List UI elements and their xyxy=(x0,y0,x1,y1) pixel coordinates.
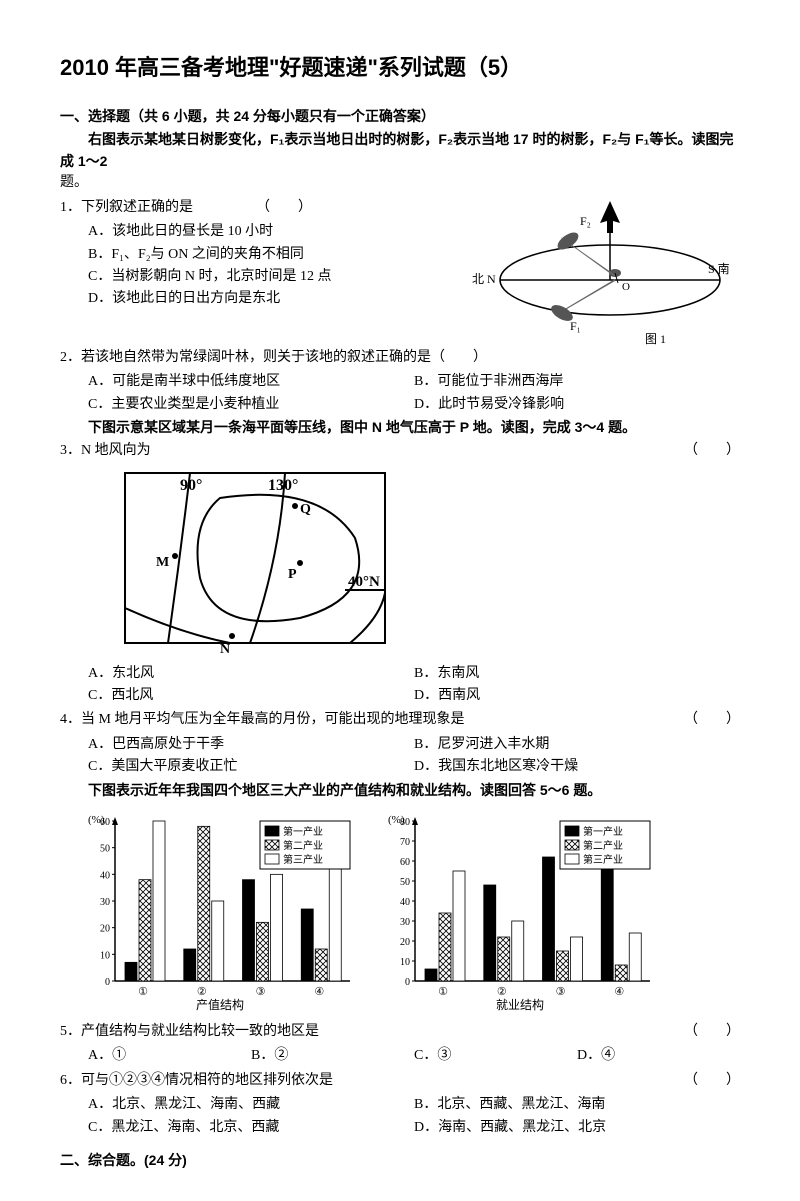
svg-text:(%): (%) xyxy=(88,814,105,826)
question-1: 1．下列叙述正确的是 （ ） xyxy=(60,197,460,219)
intro-1-2b: 题。 xyxy=(60,172,740,194)
paren: （ ） xyxy=(684,709,740,731)
intro-3-4: 下图示意某区域某月一条海平面等压线，图中 N 地气压高于 P 地。读图，完成 3… xyxy=(60,416,740,438)
q1-opt-d: D．该地此日的日出方向是东北 xyxy=(88,288,460,310)
page-title: 2010 年高三备考地理"好题速递"系列试题（5） xyxy=(60,50,740,85)
fig1-north: 北 N xyxy=(472,272,496,286)
svg-text:20: 20 xyxy=(100,924,110,935)
q3-opt-d: D．西南风 xyxy=(414,685,740,707)
svg-text:0: 0 xyxy=(405,977,410,988)
question-3: 3．N 地风向为 （ ） xyxy=(60,440,740,462)
svg-text:40: 40 xyxy=(400,897,410,908)
svg-text:产值结构: 产值结构 xyxy=(196,997,244,1011)
question-4: 4．当 M 地月平均气压为全年最高的月份，可能出现的地理现象是 （ ） xyxy=(60,709,740,731)
q6-opt-d: D．海南、西藏、黑龙江、北京 xyxy=(414,1117,740,1139)
svg-text:②: ② xyxy=(197,986,207,998)
svg-text:0: 0 xyxy=(105,977,110,988)
svg-text:60: 60 xyxy=(400,857,410,868)
paren: （ ） xyxy=(256,200,312,215)
fig2-lon130: 130° xyxy=(268,477,298,494)
q6-opt-c: C．黑龙江、海南、北京、西藏 xyxy=(88,1117,414,1139)
q2-opt-d: D．此时节易受冷锋影响 xyxy=(414,394,740,416)
q6-opt-b: B．北京、西藏、黑龙江、海南 xyxy=(414,1094,740,1116)
q5-opt-d: D．④ xyxy=(577,1045,740,1067)
q6-opt-a: A．北京、黑龙江、海南、西藏 xyxy=(88,1094,414,1116)
chart-output-structure: 0102030405060(%)①②③④产值结构第一产业第二产业第三产业 xyxy=(80,811,360,1011)
svg-text:第三产业: 第三产业 xyxy=(283,853,323,866)
q1-opt-a: A．该地此日的昼长是 10 小时 xyxy=(88,221,460,243)
svg-text:10: 10 xyxy=(400,957,410,968)
svg-text:就业结构: 就业结构 xyxy=(496,997,544,1011)
q5-text: 5．产值结构与就业结构比较一致的地区是 xyxy=(60,1024,319,1039)
q2-opt-c: C．主要农业类型是小麦种植业 xyxy=(88,394,414,416)
svg-text:①: ① xyxy=(438,986,448,998)
figure-2-isobar-map: M N P Q 90° 130° 40°N xyxy=(120,468,400,658)
fig1-f2: F₂ xyxy=(580,214,591,228)
q6-text: 6．可与①②③④情况相符的地区排列依次是 xyxy=(60,1073,333,1088)
fig1-caption: 图 1 xyxy=(645,332,666,345)
svg-text:第二产业: 第二产业 xyxy=(583,839,623,852)
svg-text:50: 50 xyxy=(100,844,110,855)
q3-opt-b: B．东南风 xyxy=(414,663,740,685)
svg-text:30: 30 xyxy=(400,917,410,928)
svg-text:50: 50 xyxy=(400,877,410,888)
fig2-lat40: 40°N xyxy=(348,574,380,590)
svg-text:④: ④ xyxy=(614,986,624,998)
question-2: 2．若该地自然带为常绿阔叶林，则关于该地的叙述正确的是（ ） xyxy=(60,347,740,369)
question-5: 5．产值结构与就业结构比较一致的地区是 （ ） xyxy=(60,1021,740,1043)
q5-opt-c: C．③ xyxy=(414,1045,577,1067)
q2-opt-b: B．可能位于非洲西海岸 xyxy=(414,371,740,393)
svg-text:①: ① xyxy=(138,986,148,998)
q4-opt-b: B．尼罗河进入丰水期 xyxy=(414,734,740,756)
intro-5-6: 下图表示近年年我国四个地区三大产业的产值结构和就业结构。读图回答 5～6 题。 xyxy=(60,779,740,801)
q5-opt-b: B．② xyxy=(251,1045,414,1067)
svg-text:第二产业: 第二产业 xyxy=(283,839,323,852)
svg-text:第一产业: 第一产业 xyxy=(283,825,323,838)
intro-1-2: 右图表示某地某日树影变化，F₁表示当地日出时的树影，F₂表示当地 17 时的树影… xyxy=(60,128,740,173)
svg-text:20: 20 xyxy=(400,937,410,948)
svg-text:70: 70 xyxy=(400,837,410,848)
paren: （ ） xyxy=(684,1021,740,1043)
fig1-f1: F₁ xyxy=(570,319,581,333)
svg-text:③: ③ xyxy=(556,986,566,998)
svg-text:30: 30 xyxy=(100,897,110,908)
svg-text:10: 10 xyxy=(100,950,110,961)
q3-text: 3．N 地风向为 xyxy=(60,443,151,458)
q4-opt-a: A．巴西高原处于干季 xyxy=(88,734,414,756)
svg-text:(%): (%) xyxy=(388,814,405,826)
q1-text: 1．下列叙述正确的是 xyxy=(60,200,193,215)
q3-opt-a: A．东北风 xyxy=(88,663,414,685)
q2-opt-a: A．可能是南半球中低纬度地区 xyxy=(88,371,414,393)
fig2-N: N xyxy=(220,642,230,657)
svg-text:40: 40 xyxy=(100,870,110,881)
svg-text:②: ② xyxy=(497,986,507,998)
q1-opt-c: C．当树影朝向 N 时，北京时间是 12 点 xyxy=(88,266,460,288)
q4-opt-d: D．我国东北地区寒冷干燥 xyxy=(414,756,740,778)
question-6: 6．可与①②③④情况相符的地区排列依次是 （ ） xyxy=(60,1070,740,1092)
svg-text:第三产业: 第三产业 xyxy=(583,853,623,866)
figure-1-tree-shadow: F₂ F₁ 北 N S 南 O 图 1 xyxy=(460,195,740,345)
svg-text:④: ④ xyxy=(314,986,324,998)
section1-heading: 一、选择题（共 6 小题，共 24 分每小题只有一个正确答案） xyxy=(60,105,740,127)
fig2-M: M xyxy=(156,555,169,570)
q1-opt-b: B．F₁、F₂与 ON 之间的夹角不相同 xyxy=(88,244,460,266)
fig2-Q: Q xyxy=(300,502,311,517)
section2-heading: 二、综合题。(24 分) xyxy=(60,1149,740,1171)
svg-text:第一产业: 第一产业 xyxy=(583,825,623,838)
q4-opt-c: C．美国大平原麦收正忙 xyxy=(88,756,414,778)
fig2-P: P xyxy=(288,567,297,582)
fig1-south: S 南 xyxy=(708,261,730,276)
chart-employment-structure: 01020304050607080(%)①②③④就业结构第一产业第二产业第三产业 xyxy=(380,811,660,1011)
q3-opt-c: C．西北风 xyxy=(88,685,414,707)
paren: （ ） xyxy=(684,440,740,462)
fig1-o: O xyxy=(622,281,630,293)
svg-text:③: ③ xyxy=(256,986,266,998)
q4-text: 4．当 M 地月平均气压为全年最高的月份，可能出现的地理现象是 xyxy=(60,712,464,727)
fig2-lon90: 90° xyxy=(180,477,202,494)
q5-opt-a: A．① xyxy=(88,1045,251,1067)
paren: （ ） xyxy=(684,1070,740,1092)
